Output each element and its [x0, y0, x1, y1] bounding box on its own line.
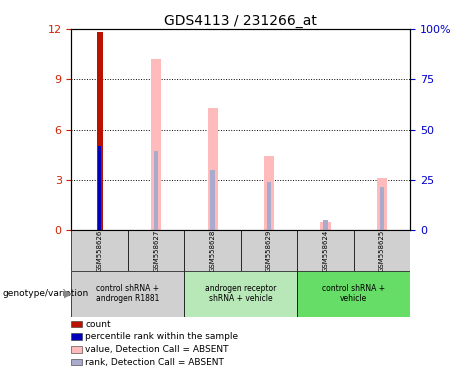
Bar	[97, 32, 102, 230]
Bar	[264, 157, 274, 230]
Bar	[184, 271, 297, 317]
Bar	[71, 271, 184, 317]
Bar	[128, 230, 184, 271]
Text: rank, Detection Call = ABSENT: rank, Detection Call = ABSENT	[85, 358, 224, 367]
Text: GSM558629: GSM558629	[266, 229, 272, 272]
Bar	[207, 108, 218, 230]
Text: GSM558626: GSM558626	[97, 229, 103, 272]
Text: ▶: ▶	[64, 289, 72, 299]
Bar	[323, 220, 328, 230]
Bar	[377, 178, 387, 230]
Title: GDS4113 / 231266_at: GDS4113 / 231266_at	[165, 14, 317, 28]
Bar	[380, 187, 384, 230]
Bar	[267, 182, 272, 230]
Text: GSM558628: GSM558628	[210, 229, 216, 272]
Text: GSM558627: GSM558627	[153, 229, 159, 272]
Text: value, Detection Call = ABSENT: value, Detection Call = ABSENT	[85, 345, 229, 354]
Bar	[241, 230, 297, 271]
Bar	[71, 230, 128, 271]
Bar	[210, 170, 215, 230]
Text: control shRNA +
androgen R1881: control shRNA + androgen R1881	[96, 284, 160, 303]
Bar	[151, 59, 161, 230]
Bar	[354, 230, 410, 271]
Text: control shRNA +
vehicle: control shRNA + vehicle	[322, 284, 385, 303]
Text: count: count	[85, 319, 111, 329]
Text: GSM558625: GSM558625	[379, 229, 385, 272]
Bar	[184, 230, 241, 271]
Text: percentile rank within the sample: percentile rank within the sample	[85, 332, 238, 341]
Bar	[320, 222, 331, 230]
Bar	[297, 271, 410, 317]
Bar	[154, 151, 159, 230]
Text: GSM558624: GSM558624	[323, 229, 329, 272]
Text: androgen receptor
shRNA + vehicle: androgen receptor shRNA + vehicle	[205, 284, 277, 303]
Bar	[98, 146, 101, 230]
Bar	[297, 230, 354, 271]
Text: genotype/variation: genotype/variation	[2, 289, 89, 298]
